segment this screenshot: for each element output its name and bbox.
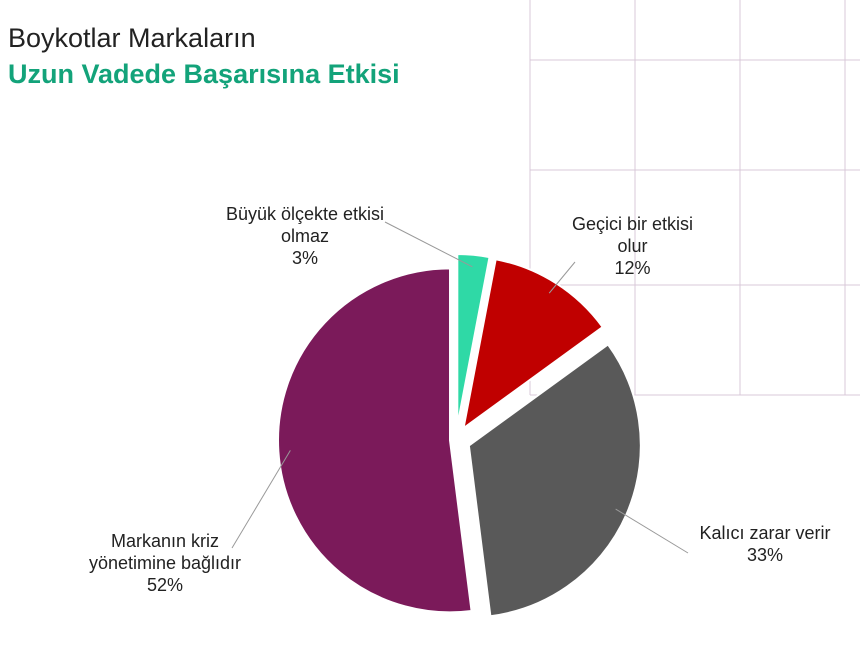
pie-slice <box>277 267 473 614</box>
leader-line <box>231 450 291 549</box>
category-label: Markanın kriz yönetimine bağlıdır <box>88 531 242 573</box>
leader-line <box>548 261 576 294</box>
pie-slice <box>467 343 642 618</box>
value-label: 12% <box>614 258 651 278</box>
chart-title: Boykotlar Markaların <box>8 23 256 53</box>
chart-subtitle: Uzun Vadede Başarısına Etkisi <box>8 59 400 89</box>
leader-line <box>384 221 473 268</box>
slice-label: Markanın kriz yönetimine bağlıdır 52% <box>85 530 245 596</box>
category-label: Kalıcı zarar verir <box>699 523 831 543</box>
category-label: Geçici bir etkisi olur <box>571 214 694 256</box>
pie-slice <box>456 253 491 427</box>
value-label: 52% <box>146 575 184 595</box>
value-label: 3% <box>291 248 318 268</box>
pie-slice <box>462 258 605 431</box>
value-label: 33% <box>746 545 784 565</box>
category-label: Büyük ölçekte etkisi olmaz <box>225 204 385 246</box>
slice-label: Büyük ölçekte etkisi olmaz 3% <box>225 203 385 269</box>
slice-label: Geçici bir etkisi olur 12% <box>560 213 705 279</box>
slice-label: Kalıcı zarar verir 33% <box>690 522 840 566</box>
leader-line <box>615 508 689 554</box>
background-grid <box>529 0 860 396</box>
